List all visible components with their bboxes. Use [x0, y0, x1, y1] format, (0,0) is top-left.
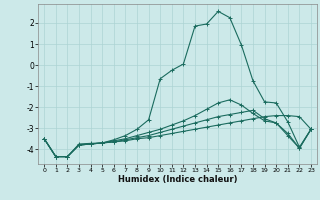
X-axis label: Humidex (Indice chaleur): Humidex (Indice chaleur): [118, 175, 237, 184]
